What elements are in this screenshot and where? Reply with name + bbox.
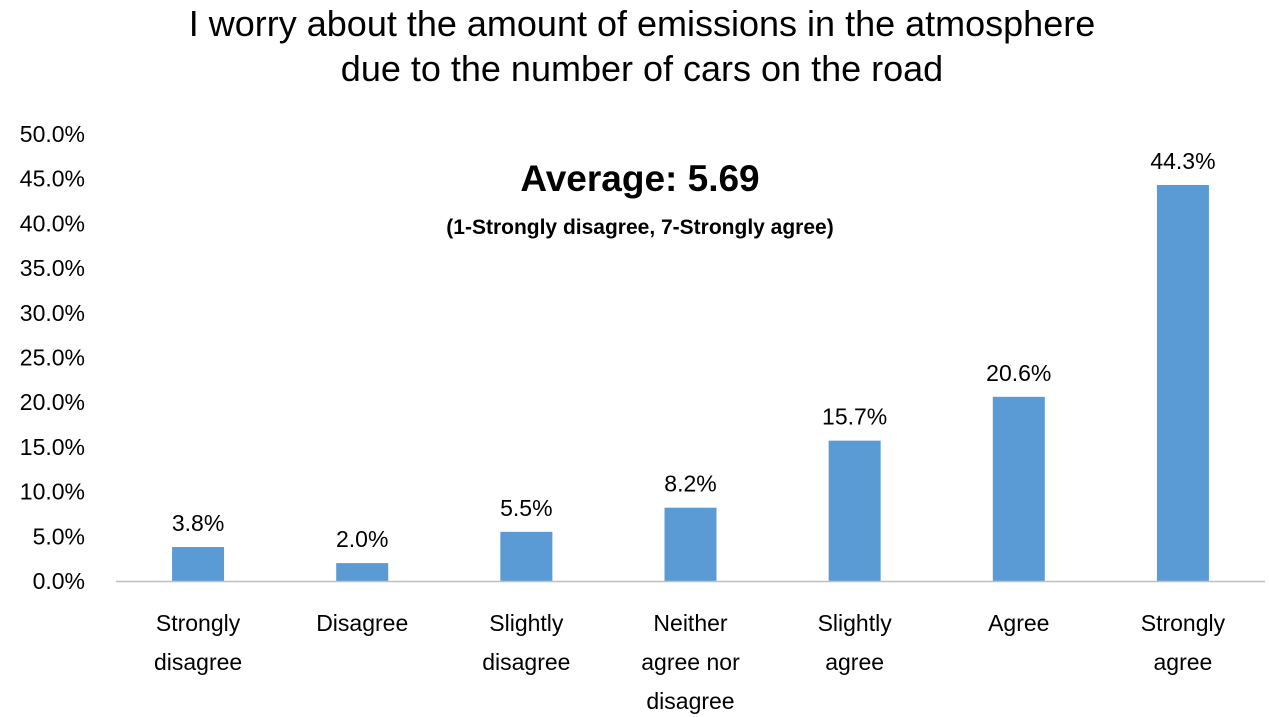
bar: [336, 563, 389, 581]
y-axis: 0.0% 5.0% 10.0% 15.0% 20.0% 25.0% 30.0% 35.0% 40…: [20, 121, 85, 594]
data-label: 3.8%: [172, 510, 224, 536]
category-label-line: agree: [825, 649, 884, 675]
category-label: Slightly agree: [818, 610, 893, 675]
y-tick-label: 5.0%: [33, 523, 85, 549]
average-label: Average: 5.69: [520, 158, 759, 199]
y-tick-label: 50.0%: [20, 121, 85, 147]
y-tick-label: 10.0%: [20, 479, 85, 505]
data-label: 5.5%: [500, 495, 552, 521]
category-label-line: Slightly: [818, 610, 893, 636]
bar: [500, 531, 553, 581]
y-tick-label: 20.0%: [20, 389, 85, 415]
category-label-line: disagree: [646, 688, 734, 714]
category-label-line: Slightly: [489, 610, 564, 636]
bar: [992, 396, 1045, 581]
y-tick-label: 40.0%: [20, 210, 85, 236]
chart-title-line-2: due to the number of cars on the road: [341, 48, 943, 89]
bar: [1156, 184, 1209, 581]
category-label: Slightly disagree: [482, 610, 570, 675]
category-label: Strongly agree: [1141, 610, 1226, 675]
y-tick-label: 25.0%: [20, 345, 85, 371]
category-label-line: Neither: [653, 610, 727, 636]
data-label: 44.3%: [1150, 148, 1215, 174]
data-label: 8.2%: [664, 471, 716, 497]
category-label-line: disagree: [154, 649, 242, 675]
category-label: Disagree: [316, 610, 408, 636]
data-label: 2.0%: [336, 526, 388, 552]
chart-title-line-1: I worry about the amount of emissions in…: [189, 3, 1095, 44]
category-label-line: agree nor: [641, 649, 740, 675]
category-label-line: Strongly: [1141, 610, 1226, 636]
chart-title: I worry about the amount of emissions in…: [189, 3, 1095, 89]
category-label-line: Strongly: [156, 610, 241, 636]
y-tick-label: 0.0%: [33, 568, 85, 594]
category-label-line: Agree: [988, 610, 1049, 636]
x-axis: Strongly disagree Disagree Slightly disagree…: [116, 580, 1265, 714]
bars: [172, 184, 1209, 581]
y-tick-label: 30.0%: [20, 300, 85, 326]
data-label: 15.7%: [822, 404, 887, 430]
data-labels: 3.8% 2.0% 5.5% 8.2% 15.7% 20.6% 44.3%: [172, 148, 1216, 552]
y-tick-label: 35.0%: [20, 255, 85, 281]
y-tick-label: 45.0%: [20, 166, 85, 192]
category-label: Agree: [988, 610, 1049, 636]
category-label: Neither agree nor disagree: [641, 610, 740, 714]
bar: [172, 547, 225, 581]
category-label: Strongly disagree: [154, 610, 242, 675]
category-label-line: disagree: [482, 649, 570, 675]
category-label-line: agree: [1154, 649, 1213, 675]
data-label: 20.6%: [986, 360, 1051, 386]
bar: [828, 440, 881, 581]
scale-note: (1-Strongly disagree, 7-Strongly agree): [446, 216, 833, 239]
category-label-line: Disagree: [316, 610, 408, 636]
bar: [664, 507, 717, 581]
y-tick-label: 15.0%: [20, 434, 85, 460]
average-annotation: Average: 5.69 (1-Strongly disagree, 7-St…: [446, 158, 833, 239]
